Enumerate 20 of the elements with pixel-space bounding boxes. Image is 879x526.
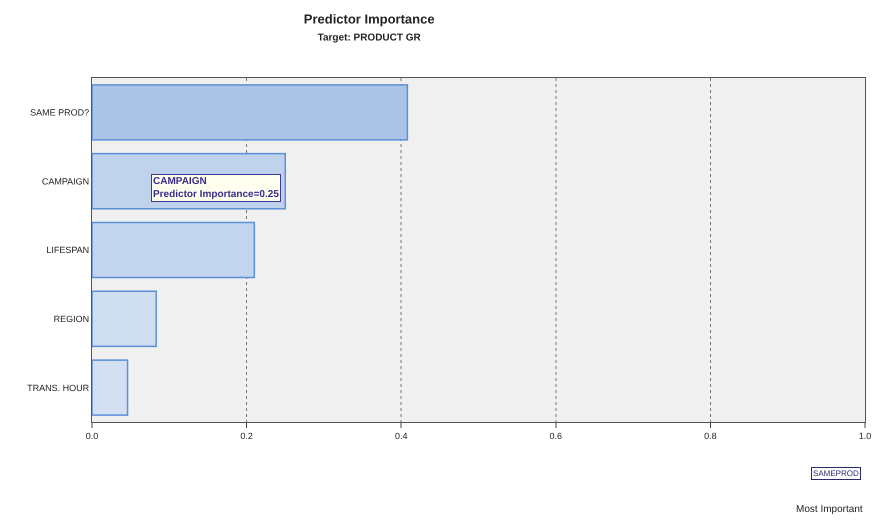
y-tick-label: TRANS. HOUR	[27, 382, 90, 393]
y-tick-label: CAMPAIGN	[42, 176, 90, 186]
bar	[92, 290, 157, 348]
text: Most Important	[796, 504, 863, 515]
x-tick-label: 1.0	[858, 430, 872, 441]
bar	[92, 222, 256, 278]
chart-subtitle: Target: PRODUCT GR	[318, 32, 422, 44]
bar	[92, 359, 128, 416]
x-tick-label: 0.0	[86, 430, 98, 441]
chart-title: Predictor Importance	[304, 12, 435, 27]
text: SAMEPROD	[813, 469, 860, 478]
x-tick-label: 0.6	[550, 430, 562, 441]
y-tick-label: REGION	[54, 314, 90, 324]
y-tick-label: LIFESPAN	[46, 245, 90, 256]
x-tick-label: 0.2	[240, 430, 253, 441]
x-tick-label: 0.4	[394, 430, 408, 441]
bar	[92, 84, 408, 141]
annotation: CAMPAIGN Predictor Importance=0.25	[153, 176, 280, 200]
y-tick-label: SAME PROD?	[30, 108, 90, 118]
x-tick-label: 0.8	[704, 430, 717, 441]
